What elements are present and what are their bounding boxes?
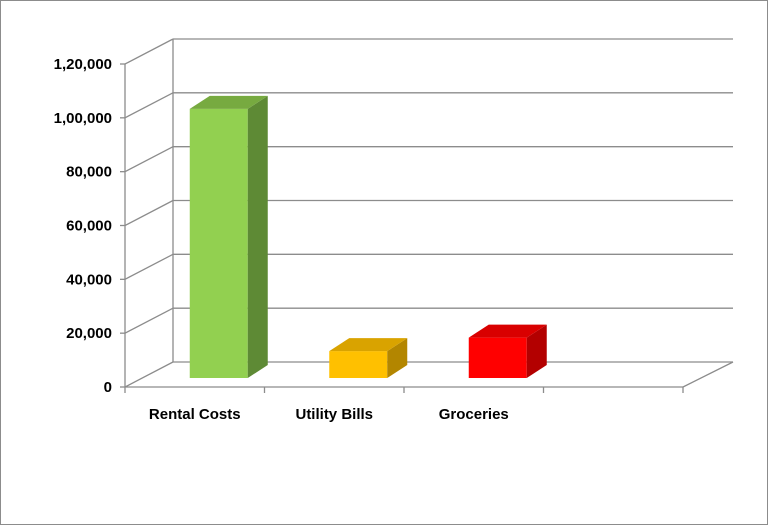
x-category-label: Utility Bills	[295, 406, 373, 423]
bar-top	[189, 95, 268, 109]
x-category-label: Groceries	[439, 406, 509, 423]
bar-front	[329, 351, 388, 378]
gridline-diag-2	[124, 253, 174, 280]
gridline-diag-1	[124, 307, 174, 334]
bar-side	[526, 324, 547, 378]
bar-groceries	[468, 324, 547, 378]
bar-front	[468, 337, 527, 378]
y-tick-label: 0	[104, 379, 112, 396]
y-tick-labels: 0 20,000 40,000 60,000 80,000 1,00,000 1,20,00…	[54, 56, 112, 396]
bar-front	[189, 108, 248, 378]
gridline-diag-6	[124, 38, 174, 65]
axes	[120, 39, 734, 393]
y-tick-label: 80,000	[66, 164, 112, 181]
x-category-label: Rental Costs	[149, 406, 241, 423]
bars	[189, 95, 547, 378]
gridline-diag-5	[124, 92, 174, 119]
floor-right-edge	[682, 361, 734, 388]
gridline-diag-4	[124, 146, 174, 173]
y-tick-label: 20,000	[66, 325, 112, 342]
bar-side	[387, 338, 408, 378]
bar-utility-bills	[329, 338, 408, 378]
gridline-diag-0	[124, 361, 174, 388]
y-tick-label: 1,00,000	[54, 110, 112, 127]
y-tick-label: 1,20,000	[54, 56, 112, 73]
bar-rental-costs	[189, 95, 268, 378]
bar-side	[247, 95, 268, 378]
gridline-diag-3	[124, 199, 174, 227]
bar-top	[468, 324, 547, 338]
y-tick-label: 40,000	[66, 271, 112, 288]
y-tick-label: 60,000	[66, 218, 112, 235]
bar-top	[329, 338, 408, 352]
x-category-labels: Rental Costs Utility Bills Groceries	[149, 406, 509, 423]
